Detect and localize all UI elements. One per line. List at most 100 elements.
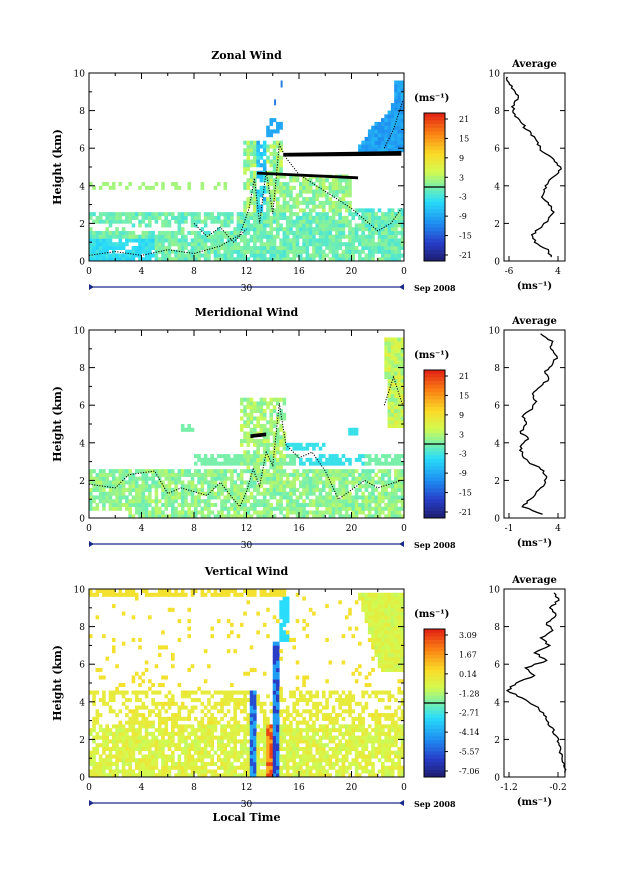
heatmap-cell bbox=[384, 349, 388, 353]
heatmap-cell bbox=[371, 253, 375, 257]
heatmap-cell bbox=[105, 220, 109, 224]
heatmap-cell bbox=[348, 728, 352, 732]
colorbar-swatch bbox=[424, 250, 445, 254]
heatmap-cell bbox=[184, 492, 188, 496]
heatmap-cell bbox=[240, 484, 244, 488]
heatmap-cell bbox=[256, 630, 260, 634]
heatmap-cell bbox=[187, 732, 191, 736]
heatmap-cell bbox=[210, 216, 214, 220]
heatmap-cell bbox=[194, 503, 198, 507]
heatmap-cell bbox=[204, 732, 208, 736]
y-tick-label: 8 bbox=[79, 364, 85, 374]
heatmap-cell bbox=[164, 758, 168, 762]
heatmap-cell bbox=[191, 499, 195, 503]
heatmap-cell bbox=[109, 589, 113, 593]
heatmap-cell bbox=[338, 231, 342, 235]
heatmap-cell bbox=[315, 694, 319, 698]
heatmap-cell bbox=[210, 724, 214, 728]
heatmap-cell bbox=[289, 462, 293, 466]
heatmap-cell bbox=[96, 503, 100, 507]
heatmap-cell bbox=[233, 709, 237, 713]
heatmap-cell bbox=[286, 597, 290, 601]
heatmap-cell bbox=[289, 238, 293, 242]
heatmap-cell bbox=[368, 250, 372, 254]
heatmap-cell bbox=[194, 488, 198, 492]
heatmap-cell bbox=[217, 492, 221, 496]
heatmap-cell bbox=[296, 754, 300, 758]
heatmap-cell bbox=[394, 349, 398, 353]
heatmap-cell bbox=[309, 197, 313, 201]
heatmap-cell bbox=[174, 484, 178, 488]
heatmap-cell bbox=[345, 235, 349, 239]
heatmap-cell bbox=[115, 231, 119, 235]
heatmap-cell bbox=[181, 253, 185, 257]
heatmap-cell bbox=[122, 758, 126, 762]
heatmap-cell bbox=[220, 706, 224, 710]
heatmap-cell bbox=[394, 469, 398, 473]
heatmap-cell bbox=[322, 238, 326, 242]
heatmap-cell bbox=[338, 758, 342, 762]
heatmap-cell bbox=[289, 766, 293, 770]
heatmap-cell bbox=[315, 462, 319, 466]
heatmap-cell bbox=[397, 81, 401, 85]
heatmap-cell bbox=[128, 216, 132, 220]
heatmap-cell bbox=[178, 593, 182, 597]
heatmap-cell bbox=[253, 593, 257, 597]
colorbar-swatch bbox=[424, 169, 445, 173]
heatmap-cell bbox=[391, 242, 395, 246]
heatmap-cell bbox=[115, 242, 119, 246]
heatmap-cell bbox=[302, 751, 306, 755]
heatmap-cell bbox=[388, 341, 392, 345]
heatmap-cell bbox=[338, 235, 342, 239]
heatmap-cell bbox=[279, 634, 283, 638]
heatmap-cell bbox=[174, 721, 178, 725]
heatmap-cell bbox=[155, 492, 159, 496]
heatmap-cell bbox=[374, 246, 378, 250]
heatmap-cell bbox=[365, 208, 369, 212]
heatmap-cell bbox=[253, 503, 257, 507]
heatmap-cell bbox=[250, 454, 254, 458]
heatmap-cell bbox=[230, 503, 234, 507]
heatmap-cell bbox=[279, 638, 283, 642]
heatmap-cell bbox=[299, 182, 303, 186]
heatmap-cell bbox=[135, 492, 139, 496]
heatmap-cell bbox=[247, 435, 251, 439]
heatmap-cell bbox=[299, 503, 303, 507]
heatmap-cell bbox=[345, 458, 349, 462]
heatmap-cell bbox=[335, 751, 339, 755]
heatmap-cell bbox=[102, 694, 106, 698]
heatmap-cell bbox=[109, 212, 113, 216]
heatmap-cell bbox=[240, 488, 244, 492]
heatmap-cell bbox=[227, 724, 231, 728]
heatmap-cell bbox=[155, 216, 159, 220]
heatmap-cell bbox=[214, 462, 218, 466]
heatmap-cell bbox=[374, 141, 378, 145]
heatmap-cell bbox=[89, 593, 93, 597]
heatmap-cell bbox=[181, 238, 185, 242]
heatmap-cell bbox=[204, 454, 208, 458]
heatmap-cell bbox=[207, 702, 211, 706]
heatmap-cell bbox=[319, 743, 323, 747]
heatmap-cell bbox=[325, 178, 329, 182]
heatmap-cell bbox=[240, 593, 244, 597]
heatmap-cell bbox=[174, 732, 178, 736]
heatmap-cell bbox=[322, 713, 326, 717]
colorbar-swatch bbox=[424, 172, 445, 176]
heatmap-cell bbox=[128, 736, 132, 740]
heatmap-cell bbox=[105, 593, 109, 597]
heatmap-cell bbox=[122, 469, 126, 473]
heatmap-cell bbox=[145, 484, 149, 488]
heatmap-cell bbox=[361, 144, 365, 148]
heatmap-cell bbox=[391, 118, 395, 122]
heatmap-cell bbox=[119, 499, 123, 503]
heatmap-cell bbox=[191, 428, 195, 432]
heatmap-cell bbox=[273, 480, 277, 484]
heatmap-cell bbox=[217, 593, 221, 597]
heatmap-cell bbox=[352, 495, 356, 499]
heatmap-cell bbox=[332, 473, 336, 477]
heatmap-cell bbox=[151, 510, 155, 514]
heatmap-cell bbox=[233, 766, 237, 770]
heatmap-cell bbox=[148, 762, 152, 766]
heatmap-cell bbox=[92, 766, 96, 770]
heatmap-cell bbox=[109, 216, 113, 220]
